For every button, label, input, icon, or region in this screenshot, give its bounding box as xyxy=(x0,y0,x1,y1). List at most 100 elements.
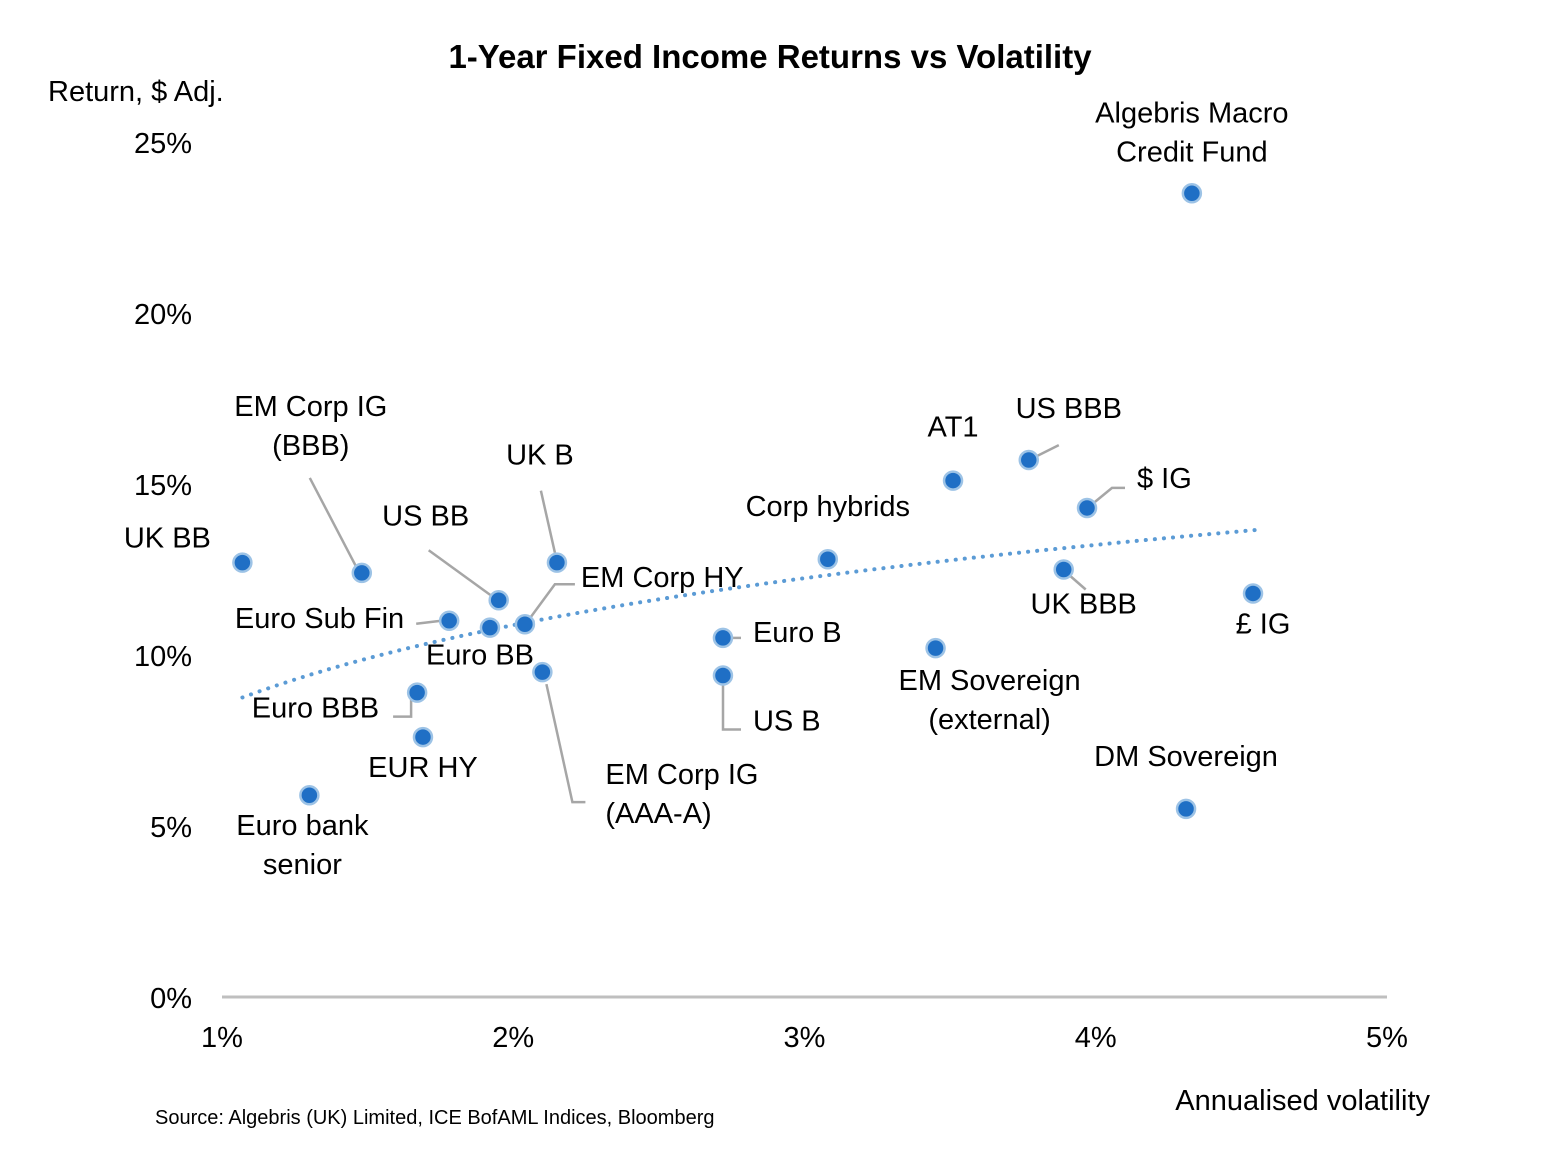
point-label-line: Euro bank xyxy=(236,810,369,842)
point-label-line: Algebris Macro xyxy=(1095,97,1288,129)
data-point xyxy=(406,682,428,703)
point-label: $ IG xyxy=(1137,463,1192,495)
point-label: Euro BB xyxy=(426,640,534,672)
point-label: £ IG xyxy=(1236,608,1291,640)
leader-line xyxy=(427,549,492,597)
data-point xyxy=(817,548,839,570)
point-label: EM Sovereign (external) xyxy=(898,665,1080,736)
data-point xyxy=(1181,183,1203,204)
point-label: Euro Sub Fin xyxy=(235,603,404,635)
point-label-line: UK BBB xyxy=(1031,589,1137,621)
data-point xyxy=(1242,583,1264,604)
point-label-line: EM Corp IG xyxy=(234,391,387,423)
x-tick-label: 2% xyxy=(492,1022,534,1054)
point-label-line: senior xyxy=(263,849,342,881)
point-label: Euro bank senior xyxy=(236,810,369,881)
data-point xyxy=(532,661,553,683)
trendline xyxy=(240,528,1258,700)
point-label-line: DM Sovereign xyxy=(1094,741,1278,773)
x-tick-label: 1% xyxy=(201,1022,243,1054)
point-label-line: (AAA-A) xyxy=(605,798,711,830)
y-tick-label: 15% xyxy=(134,470,192,502)
point-label-line: Euro BB xyxy=(426,640,534,672)
leader-lines xyxy=(308,443,1125,804)
data-point xyxy=(712,665,734,686)
leader-line xyxy=(393,698,413,718)
point-label: US BB xyxy=(382,500,469,532)
point-label-line: UK B xyxy=(506,440,574,472)
data-point xyxy=(546,552,568,573)
point-label-line: Corp hybrids xyxy=(746,491,910,523)
point-label-line: US B xyxy=(753,706,821,738)
y-tick-label: 25% xyxy=(134,128,192,160)
point-label: EM Corp IG (BBB) xyxy=(234,391,387,462)
data-point xyxy=(299,784,320,806)
point-label: Euro B xyxy=(753,617,842,649)
x-tick-label: 4% xyxy=(1075,1022,1117,1054)
point-label: UK BBB xyxy=(1031,589,1137,621)
point-label-line: EM Sovereign xyxy=(898,665,1080,697)
data-point xyxy=(1175,798,1197,820)
point-label: EM Corp HY xyxy=(581,562,744,594)
point-label: EUR HY xyxy=(368,752,478,784)
point-label: UK B xyxy=(506,440,574,472)
point-label-line: EUR HY xyxy=(368,752,478,784)
point-label-line: EM Corp HY xyxy=(581,562,744,594)
y-tick-label: 10% xyxy=(134,641,192,673)
data-point xyxy=(351,562,373,584)
leader-line xyxy=(1034,443,1060,459)
point-label-line: Euro B xyxy=(753,617,842,649)
leader-line xyxy=(1068,574,1087,591)
point-label: EM Corp IG (AAA-A) xyxy=(605,759,758,830)
data-point xyxy=(412,726,434,748)
point-label: US BBB xyxy=(1016,393,1122,425)
data-point xyxy=(925,637,946,659)
point-label-line: UK BB xyxy=(124,523,211,555)
point-label: AT1 xyxy=(928,412,979,444)
point-label-line: (external) xyxy=(928,704,1051,736)
leader-line xyxy=(545,683,586,804)
x-axis-label: Annualised volatility xyxy=(1175,1085,1430,1117)
point-label-line: Credit Fund xyxy=(1116,136,1268,168)
leader-line xyxy=(539,490,557,553)
point-label: UK BB xyxy=(124,523,211,555)
data-point xyxy=(942,470,964,491)
point-label-line: AT1 xyxy=(928,412,979,444)
y-tick-labels: 0% 5% 10% 15% 20% 25% xyxy=(134,128,192,1015)
x-tick-label: 3% xyxy=(784,1022,826,1054)
leader-line xyxy=(308,477,358,569)
point-label: Corp hybrids xyxy=(746,491,910,523)
data-point xyxy=(438,610,460,632)
point-label: DM Sovereign xyxy=(1094,741,1278,773)
y-tick-label: 20% xyxy=(134,299,192,331)
point-label-line: EM Corp IG xyxy=(605,759,758,791)
data-point xyxy=(514,613,536,635)
data-point xyxy=(479,617,501,638)
leader-line xyxy=(416,619,442,626)
point-label: Euro BBB xyxy=(252,693,379,725)
data-point xyxy=(712,627,734,649)
y-tick-label: 5% xyxy=(150,812,192,844)
chart-title: 1-Year Fixed Income Returns vs Volatilit… xyxy=(448,38,1092,75)
data-point xyxy=(1076,497,1098,519)
x-tick-label: 5% xyxy=(1366,1022,1408,1054)
point-label-line: US BBB xyxy=(1016,393,1122,425)
leader-line xyxy=(1094,486,1125,503)
data-point xyxy=(488,590,509,611)
leader-line xyxy=(528,582,575,619)
point-label-line: Euro Sub Fin xyxy=(235,603,404,635)
y-axis-label: Return, $ Adj. xyxy=(48,76,224,108)
y-tick-label: 0% xyxy=(150,983,192,1015)
point-label-line: US BB xyxy=(382,500,469,532)
point-labels: Algebris Macro Credit Fund UK BB EM Corp IG… xyxy=(124,97,1291,881)
point-label-line: $ IG xyxy=(1137,463,1192,495)
point-label-line: £ IG xyxy=(1236,608,1291,640)
data-point xyxy=(1053,559,1074,580)
point-label: US B xyxy=(753,706,821,738)
leader-line xyxy=(721,685,741,731)
data-point xyxy=(232,552,253,573)
point-label-line: Euro BBB xyxy=(252,693,379,725)
point-label: Algebris Macro Credit Fund xyxy=(1095,97,1288,168)
point-label-line: (BBB) xyxy=(272,430,349,462)
